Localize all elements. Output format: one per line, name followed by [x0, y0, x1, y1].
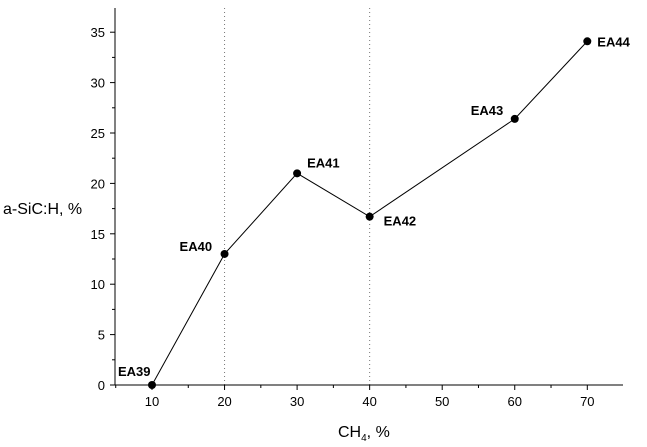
y-tick-label-15: 15 [91, 227, 105, 242]
y-tick-label-10: 10 [91, 277, 105, 292]
y-tick-label-0: 0 [98, 378, 105, 393]
y-tick-label-5: 5 [98, 328, 105, 343]
series-line [151, 40, 588, 386]
grid-lines [224, 8, 371, 385]
x-axis-title-main: CH [338, 424, 361, 441]
x-tick-label-50: 50 [435, 394, 449, 409]
x-axis-title-unit: , % [367, 424, 390, 441]
data-point-ea43 [510, 114, 519, 123]
x-axis-title: CH4, % [338, 424, 390, 444]
y-tick-label-25: 25 [91, 126, 105, 141]
y-ticks: 0 5 10 15 20 25 30 35 [91, 25, 115, 393]
data-point-ea39 [148, 381, 156, 389]
y-tick-label-35: 35 [91, 25, 105, 40]
point-label-ea42: EA42 [384, 214, 417, 229]
data-point-ea41 [293, 169, 302, 178]
point-label-ea40: EA40 [180, 239, 213, 254]
x-ticks: 10 20 30 40 50 60 70 [115, 385, 595, 409]
point-labels: EA39 EA40 EA41 EA42 EA43 EA44 [118, 34, 631, 379]
x-tick-label-60: 60 [508, 394, 522, 409]
x-tick-label-20: 20 [217, 394, 231, 409]
data-point-ea44 [583, 37, 592, 46]
y-tick-label-30: 30 [91, 76, 105, 91]
x-axis-title-sub: 4 [361, 433, 367, 444]
point-label-ea41: EA41 [307, 155, 340, 170]
axes [114, 8, 623, 386]
x-tick-label-40: 40 [362, 394, 376, 409]
x-tick-label-10: 10 [145, 394, 159, 409]
point-label-ea44: EA44 [597, 34, 630, 49]
y-axis-title: a-SiC:H, % [3, 201, 82, 218]
data-point-ea42 [365, 212, 374, 221]
x-tick-label-30: 30 [290, 394, 304, 409]
data-point-ea40 [220, 249, 229, 258]
series [148, 37, 592, 389]
point-label-ea43: EA43 [471, 103, 504, 118]
x-tick-label-70: 70 [580, 394, 594, 409]
y-tick-label-20: 20 [91, 176, 105, 191]
point-label-ea39: EA39 [118, 364, 151, 379]
